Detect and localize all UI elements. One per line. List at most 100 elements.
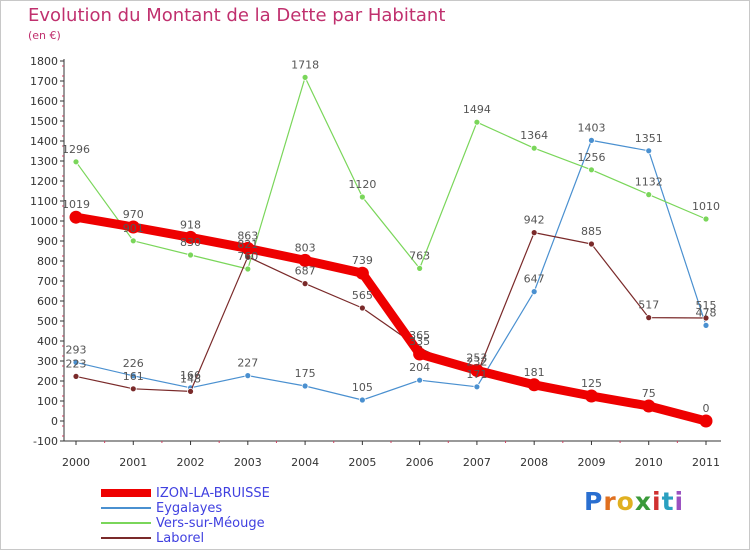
data-point (527, 378, 541, 392)
y-tick-label: 0 (51, 415, 58, 428)
x-tick-label: 2002 (177, 456, 205, 469)
legend-swatch (101, 507, 151, 509)
logo-letter: i (652, 487, 662, 516)
data-point (301, 280, 309, 288)
x-tick-label: 2001 (119, 456, 147, 469)
data-point (702, 321, 710, 329)
logo-letter: o (616, 487, 635, 516)
data-point (358, 396, 366, 404)
data-point (642, 399, 656, 413)
data-point (241, 241, 255, 255)
data-point (184, 230, 198, 244)
y-tick-label: 700 (37, 275, 58, 288)
data-point (699, 414, 713, 428)
data-point (588, 166, 595, 174)
data-point (187, 387, 194, 395)
data-point (588, 240, 595, 248)
legend-label: Vers-sur-Méouge (156, 516, 265, 531)
y-tick-label: -100 (33, 435, 58, 448)
x-tick-label: 2007 (463, 456, 491, 469)
data-label: 1010 (692, 200, 720, 213)
data-point (470, 363, 484, 377)
legend-swatch (101, 537, 151, 539)
y-tick-label: 1800 (30, 55, 58, 68)
data-point (416, 376, 424, 384)
data-label: 821 (237, 238, 258, 251)
data-point (301, 382, 309, 390)
data-label: 885 (581, 225, 602, 238)
y-tick-label: 500 (37, 315, 58, 328)
y-tick-label: 600 (37, 295, 58, 308)
x-tick-label: 2000 (62, 456, 90, 469)
x-tick-label: 2005 (348, 456, 376, 469)
data-label: 223 (66, 357, 87, 370)
data-label: 293 (66, 343, 87, 356)
data-label: 181 (524, 366, 545, 379)
data-point (72, 158, 80, 166)
data-label: 830 (180, 236, 201, 249)
data-point (645, 191, 653, 199)
data-point (358, 304, 366, 312)
data-label: 1120 (348, 178, 376, 191)
data-label: 125 (581, 377, 602, 390)
data-labels: 293 226 166 227 175 105 204 171 647 1403 1351 478 12… (62, 58, 720, 415)
series-line-0 (71, 212, 711, 426)
series-line-3 (75, 232, 707, 392)
data-label: 763 (409, 249, 430, 262)
data-label: 75 (642, 387, 656, 400)
logo-letter: i (674, 487, 685, 516)
data-label: 171 (466, 368, 487, 381)
legend-swatch (101, 489, 151, 497)
data-label: 918 (180, 218, 201, 231)
y-tick-label: 1600 (30, 95, 58, 108)
data-label: 647 (524, 273, 545, 286)
data-point (358, 193, 366, 201)
data-label: 478 (696, 306, 717, 319)
x-tick-label: 2008 (520, 456, 548, 469)
data-point (530, 144, 538, 152)
data-label: 760 (237, 250, 258, 263)
x-tick-label: 2010 (635, 456, 663, 469)
data-label: 1364 (520, 129, 548, 142)
data-label: 1494 (463, 103, 491, 116)
x-tick-label: 2011 (692, 456, 720, 469)
data-point (473, 118, 481, 126)
data-point (413, 347, 427, 361)
data-point (301, 74, 309, 81)
data-point (129, 237, 137, 245)
y-tick-label: 300 (37, 355, 58, 368)
y-tick-label: 200 (37, 375, 58, 388)
data-label: 863 (237, 229, 258, 242)
data-point (702, 215, 710, 223)
data-label: 1256 (577, 151, 605, 164)
data-label: 335 (409, 335, 430, 348)
data-label: 253 (466, 351, 487, 364)
y-tick-label: 400 (37, 335, 58, 348)
chart-unit-label: (en €) (28, 29, 61, 42)
data-label: 365 (409, 329, 430, 342)
x-tick-label: 2004 (291, 456, 319, 469)
data-label: 166 (180, 369, 201, 382)
data-point (69, 210, 83, 224)
x-tick-label: 2009 (577, 456, 605, 469)
data-point (355, 266, 369, 280)
y-tick-label: 1700 (30, 75, 58, 88)
data-label: 1132 (635, 176, 663, 189)
data-point (702, 314, 710, 322)
legend-label: Laborel (156, 531, 205, 546)
legend-label: Eygalayes (156, 501, 223, 516)
data-point (126, 220, 140, 234)
data-point (244, 265, 252, 273)
data-label: 1019 (62, 198, 90, 211)
data-point (72, 372, 80, 380)
data-label: 687 (295, 265, 316, 278)
data-point (129, 385, 137, 393)
data-label: 942 (524, 214, 545, 227)
y-tick-label: 1400 (30, 135, 58, 148)
data-label: 175 (295, 367, 316, 380)
data-point (129, 372, 137, 380)
data-label: 970 (123, 208, 144, 221)
data-label: 1403 (577, 121, 605, 134)
data-label: 901 (123, 222, 144, 235)
data-label: 0 (703, 402, 710, 415)
